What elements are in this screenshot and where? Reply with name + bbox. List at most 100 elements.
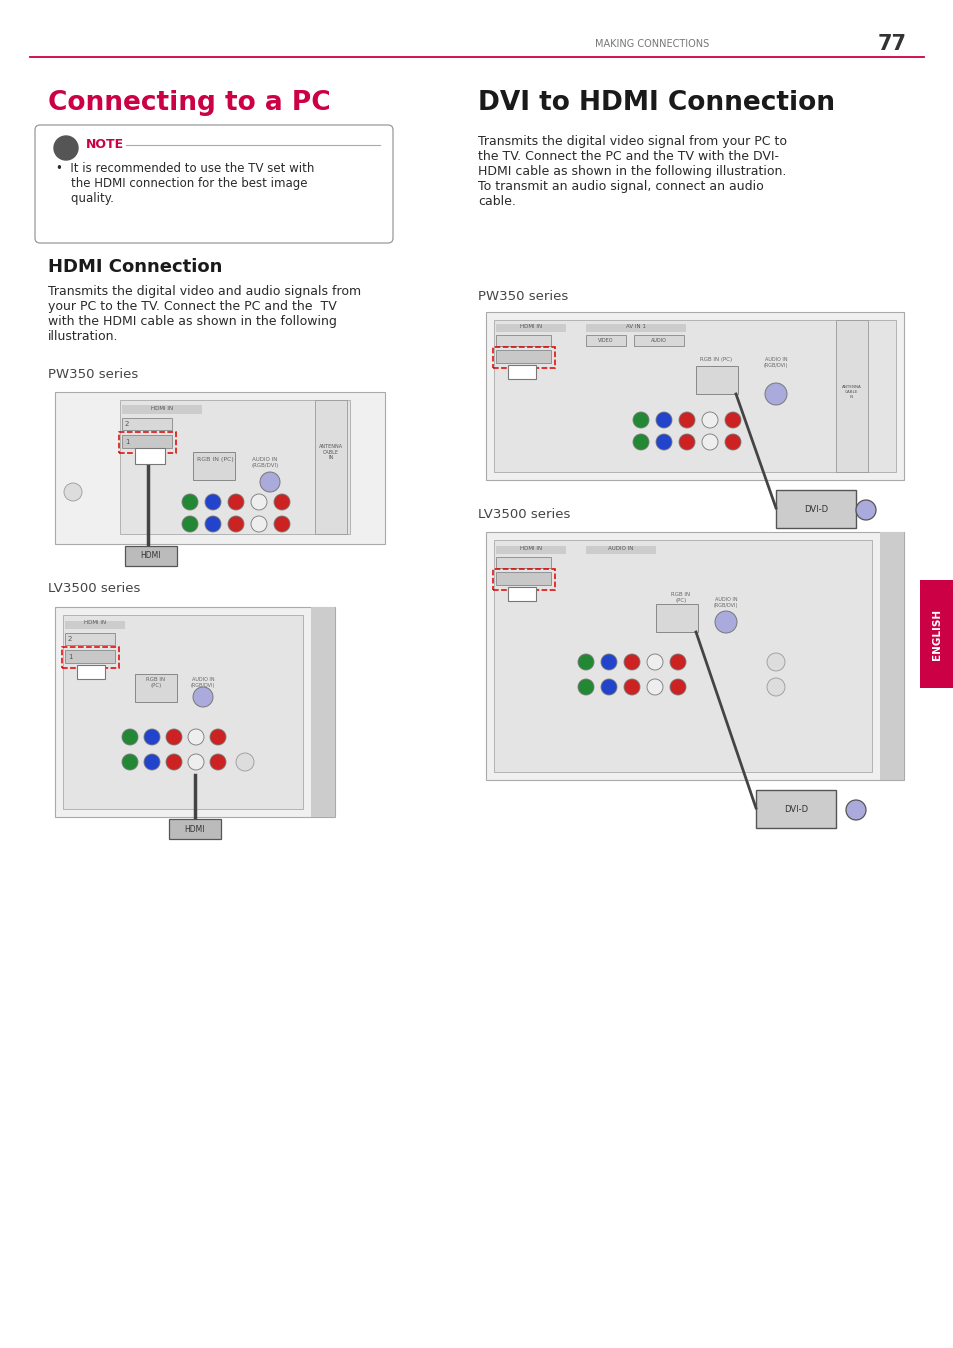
Circle shape [228, 516, 244, 532]
Circle shape [228, 493, 244, 510]
Circle shape [578, 679, 594, 696]
Text: HDMI: HDMI [141, 551, 161, 561]
Text: HDMI IN: HDMI IN [151, 406, 172, 411]
Text: LV3500 series: LV3500 series [477, 508, 570, 520]
Bar [496, 557, 551, 568]
Circle shape [669, 679, 685, 696]
Circle shape [701, 434, 718, 450]
Circle shape [182, 516, 198, 532]
Text: 2: 2 [68, 636, 72, 642]
Circle shape [646, 654, 662, 670]
Circle shape [623, 679, 639, 696]
Circle shape [251, 493, 267, 510]
Text: LV3500 series: LV3500 series [48, 582, 140, 594]
Bar [493, 569, 555, 590]
Text: DVI to HDMI Connection: DVI to HDMI Connection [477, 90, 834, 116]
Circle shape [188, 754, 204, 770]
Bar [65, 650, 115, 663]
Text: AUDIO IN
(RGB/DVI): AUDIO IN (RGB/DVI) [251, 457, 278, 468]
Text: VIDEO: VIDEO [598, 337, 613, 342]
Circle shape [260, 472, 280, 492]
Circle shape [235, 754, 253, 771]
Bar [507, 365, 536, 379]
Circle shape [188, 729, 204, 745]
Circle shape [714, 611, 737, 634]
Bar [122, 404, 202, 414]
Text: AV IN 1: AV IN 1 [625, 324, 645, 329]
Circle shape [724, 434, 740, 450]
Circle shape [646, 679, 662, 696]
Circle shape [166, 754, 182, 770]
Bar [485, 311, 903, 480]
Text: the HDMI connection for the best image: the HDMI connection for the best image [56, 177, 307, 190]
Bar [135, 448, 165, 464]
Bar [835, 319, 867, 472]
Circle shape [600, 654, 617, 670]
Bar [775, 491, 855, 528]
Text: 77: 77 [877, 34, 906, 54]
Bar [585, 546, 656, 554]
Bar [122, 435, 172, 448]
Circle shape [210, 729, 226, 745]
Bar [585, 324, 685, 332]
Text: RGB IN
(PC): RGB IN (PC) [671, 592, 690, 603]
Text: 1: 1 [68, 654, 72, 661]
Text: HDMI IN: HDMI IN [519, 324, 541, 329]
Circle shape [64, 483, 82, 501]
Text: DVI-D: DVI-D [783, 806, 807, 814]
Circle shape [724, 412, 740, 429]
Circle shape [633, 412, 648, 429]
Bar [656, 604, 698, 632]
Bar [193, 452, 234, 480]
Text: !: ! [63, 136, 70, 151]
Circle shape [122, 729, 138, 745]
Bar [585, 336, 625, 346]
Bar [125, 546, 177, 566]
Bar [122, 418, 172, 430]
Bar [169, 820, 221, 838]
Text: HDMI IN: HDMI IN [519, 546, 541, 550]
Bar [494, 319, 895, 472]
Text: NOTE: NOTE [86, 139, 124, 151]
Text: PW350 series: PW350 series [477, 290, 568, 303]
Bar [496, 546, 565, 554]
Text: •  It is recommended to use the TV set with: • It is recommended to use the TV set wi… [56, 162, 314, 175]
Bar [314, 400, 347, 534]
Text: HDMI IN: HDMI IN [84, 620, 106, 625]
Text: Transmits the digital video signal from your PC to
the TV. Connect the PC and th: Transmits the digital video signal from … [477, 135, 786, 208]
Text: Transmits the digital video and audio signals from
your PC to the TV. Connect th: Transmits the digital video and audio si… [48, 284, 361, 342]
Bar [65, 634, 115, 644]
Circle shape [855, 500, 875, 520]
Circle shape [144, 729, 160, 745]
Bar [634, 336, 683, 346]
Text: PW350 series: PW350 series [48, 368, 138, 381]
Bar [919, 580, 953, 687]
Circle shape [205, 516, 221, 532]
Text: Connecting to a PC: Connecting to a PC [48, 90, 331, 116]
Circle shape [193, 687, 213, 706]
Bar [696, 367, 738, 394]
Bar [485, 532, 903, 780]
Circle shape [679, 434, 695, 450]
Text: HDMI Connection: HDMI Connection [48, 257, 222, 276]
FancyBboxPatch shape [35, 125, 393, 243]
Bar [496, 350, 551, 363]
Circle shape [274, 493, 290, 510]
Text: AUDIO IN
(RGB/DVI): AUDIO IN (RGB/DVI) [713, 597, 738, 608]
Bar [879, 532, 903, 780]
Text: AUDIO: AUDIO [650, 337, 666, 342]
Circle shape [122, 754, 138, 770]
Circle shape [766, 652, 784, 671]
Circle shape [669, 654, 685, 670]
Text: DVI-D: DVI-D [803, 506, 827, 515]
Text: 1: 1 [125, 439, 130, 445]
Circle shape [656, 434, 671, 450]
Circle shape [274, 516, 290, 532]
Bar [55, 392, 385, 545]
Text: ENGLISH: ENGLISH [931, 608, 941, 659]
Text: RGB IN (PC): RGB IN (PC) [196, 457, 233, 462]
Text: quality.: quality. [56, 191, 113, 205]
Bar [496, 324, 565, 332]
Bar [77, 665, 105, 679]
Circle shape [166, 729, 182, 745]
